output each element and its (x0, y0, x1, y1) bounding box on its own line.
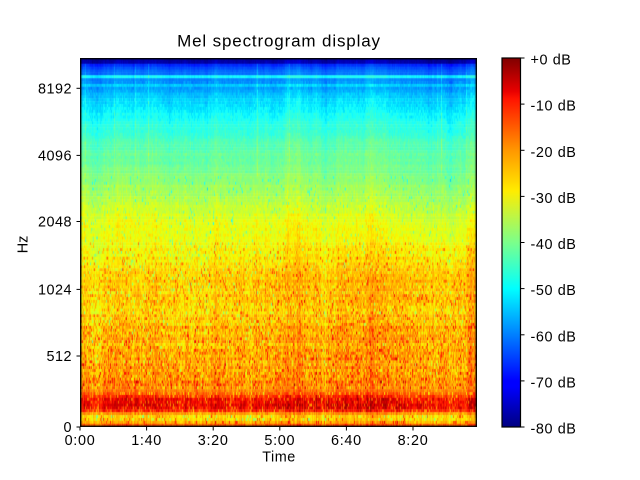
svg-text:1024: 1024 (38, 282, 72, 298)
svg-text:-80 dB: -80 dB (531, 422, 577, 438)
svg-text:2048: 2048 (38, 215, 72, 231)
svg-text:0: 0 (63, 420, 72, 436)
svg-text:Hz: Hz (15, 236, 31, 254)
svg-text:5:00: 5:00 (264, 433, 295, 449)
svg-text:0:00: 0:00 (65, 433, 96, 449)
svg-text:1:40: 1:40 (131, 433, 162, 449)
svg-text:-70 dB: -70 dB (531, 375, 577, 391)
svg-text:Mel spectrogram display: Mel spectrogram display (177, 32, 381, 51)
svg-text:512: 512 (46, 349, 72, 365)
svg-text:Time: Time (262, 450, 295, 466)
svg-text:-40 dB: -40 dB (531, 237, 577, 253)
svg-text:-10 dB: -10 dB (531, 99, 577, 115)
svg-text:6:40: 6:40 (331, 433, 362, 449)
svg-text:-20 dB: -20 dB (531, 145, 577, 161)
svg-text:4096: 4096 (38, 148, 72, 164)
svg-text:8:20: 8:20 (398, 433, 429, 449)
svg-text:3:20: 3:20 (198, 433, 229, 449)
svg-text:-30 dB: -30 dB (531, 191, 577, 207)
svg-text:-50 dB: -50 dB (531, 283, 577, 299)
svg-text:-60 dB: -60 dB (531, 329, 577, 345)
svg-text:8192: 8192 (38, 81, 72, 97)
svg-text:+0 dB: +0 dB (531, 53, 572, 69)
